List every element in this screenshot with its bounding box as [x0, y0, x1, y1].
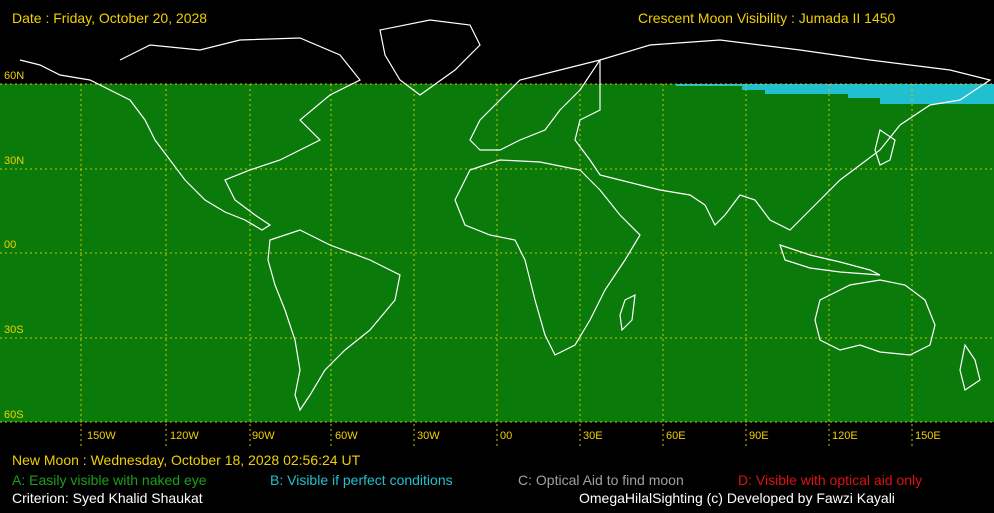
coast-japan — [874, 129, 896, 166]
criterion-line: Criterion: Syed Khalid Shaukat — [12, 490, 203, 506]
lon-label-150w: 150W — [87, 430, 116, 442]
lon-label-30w: 30W — [417, 430, 440, 442]
coast-indonesia — [779, 244, 881, 276]
lat-label-60n: 60N — [4, 70, 25, 82]
lat-label-00: 00 — [4, 239, 17, 251]
lat-label-60s: 60S — [4, 409, 24, 421]
coast-new-zealand — [959, 343, 981, 391]
legend-a: A: Easily visible with naked eye — [12, 472, 207, 488]
grid-lines — [0, 83, 994, 446]
lon-label-00: 00 — [500, 430, 513, 442]
lon-label-30e: 30E — [583, 430, 603, 442]
visibility-zone-b — [676, 84, 994, 104]
coast-south-america — [267, 229, 401, 412]
coast-africa — [454, 159, 641, 356]
coast-north-america — [19, 37, 361, 231]
lon-label-120w: 120W — [170, 430, 199, 442]
lon-label-60e: 60E — [666, 430, 686, 442]
credits-line: OmegaHilalSighting (c) Developed by Fawz… — [579, 490, 895, 506]
coast-asia — [574, 39, 992, 231]
legend-c: C: Optical Aid to find moon — [518, 472, 684, 488]
lon-label-60w: 60W — [335, 430, 358, 442]
coast-greenland — [379, 19, 481, 96]
lat-label-30n: 30N — [4, 155, 25, 167]
coast-australia — [814, 279, 936, 356]
legend-b: B: Visible if perfect conditions — [270, 472, 453, 488]
lon-label-90w: 90W — [252, 430, 275, 442]
legend-d: D: Visible with optical aid only — [738, 472, 923, 488]
lon-label-90e: 90E — [749, 430, 769, 442]
coast-madagascar — [619, 293, 636, 332]
lon-label-150e: 150E — [915, 430, 941, 442]
lat-label-30s: 30S — [4, 324, 24, 336]
coastlines — [19, 19, 992, 412]
coast-europe — [469, 59, 602, 151]
date-line: Date : Friday, October 20, 2028 — [12, 10, 208, 26]
map-title: Crescent Moon Visibility : Jumada II 145… — [638, 10, 896, 26]
new-moon-line: New Moon : Wednesday, October 18, 2028 0… — [12, 452, 361, 468]
lon-label-120e: 120E — [832, 430, 858, 442]
